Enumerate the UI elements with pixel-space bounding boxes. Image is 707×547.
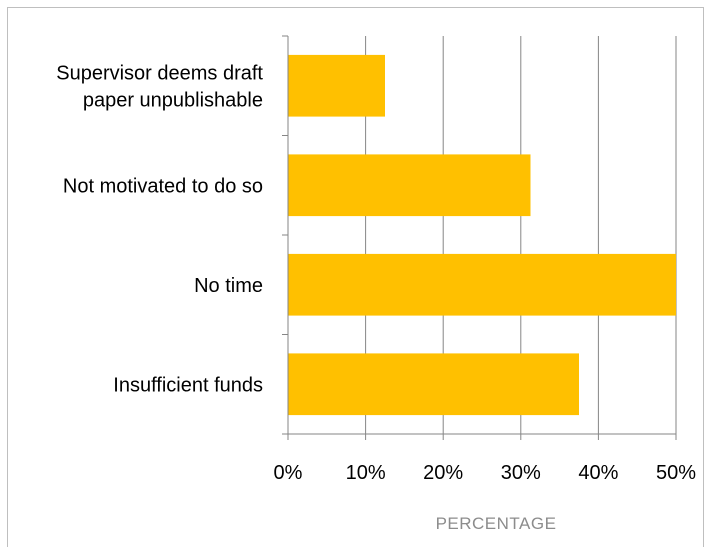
- x-tick-label: 50%: [656, 462, 696, 484]
- bar: [288, 253, 676, 316]
- category-label: Not motivated to do so: [63, 175, 263, 197]
- axes: [282, 35, 677, 440]
- bar: [288, 54, 385, 117]
- category-label: Supervisor deems draft paper unpublishabl…: [56, 62, 263, 111]
- category-labels: Supervisor deems draft paper unpublishabl…: [56, 62, 263, 396]
- x-tick-label: 0%: [274, 462, 303, 484]
- bar: [288, 154, 531, 217]
- bar: [288, 353, 579, 416]
- x-tick-label: 10%: [346, 462, 386, 484]
- category-label: Insufficient funds: [113, 374, 263, 396]
- x-tick-labels: 0% 10% 20% 30% 40% 50%: [274, 462, 697, 484]
- x-tick-label: 30%: [501, 462, 541, 484]
- category-label: No time: [194, 275, 263, 297]
- x-axis-title: PERCENTAGE: [436, 514, 557, 533]
- x-tick-label: 40%: [578, 462, 618, 484]
- chart-frame: [7, 7, 704, 547]
- bars: [288, 54, 676, 416]
- x-tick-label: 20%: [423, 462, 463, 484]
